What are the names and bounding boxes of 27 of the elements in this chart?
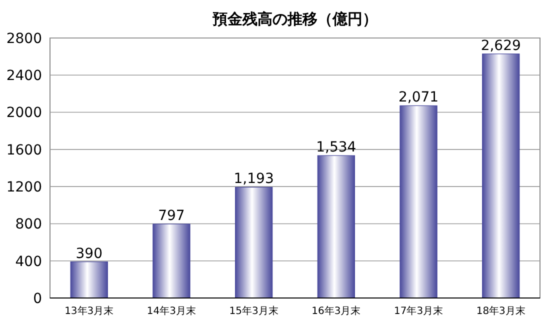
y-tick-label: 2400 bbox=[6, 68, 42, 84]
bar bbox=[152, 224, 190, 298]
y-tick-label: 400 bbox=[15, 254, 42, 270]
x-tick-label: 14年3月末 bbox=[146, 305, 196, 317]
data-label: 2,629 bbox=[480, 38, 521, 54]
data-label: 2,071 bbox=[398, 90, 439, 106]
x-tick-label: 15年3月末 bbox=[229, 305, 278, 317]
bar bbox=[400, 105, 438, 298]
bar bbox=[70, 261, 108, 298]
y-tick-label: 1600 bbox=[6, 142, 42, 158]
y-tick-label: 2000 bbox=[6, 105, 42, 122]
chart-title: 預金残高の推移（億円） bbox=[212, 10, 378, 28]
bar bbox=[234, 186, 273, 298]
bar bbox=[317, 155, 356, 298]
y-tick-label: 1200 bbox=[6, 179, 42, 196]
y-tick-label: 800 bbox=[15, 216, 42, 233]
data-label: 1,193 bbox=[234, 171, 274, 188]
bar bbox=[482, 54, 520, 298]
data-label: 390 bbox=[76, 246, 102, 262]
data-label: 797 bbox=[158, 208, 185, 224]
data-label: 1,534 bbox=[316, 140, 356, 156]
x-tick-label: 13年3月末 bbox=[64, 305, 114, 317]
x-tick-label: 16年3月末 bbox=[312, 305, 361, 317]
y-tick-label: 0 bbox=[33, 290, 42, 307]
y-tick-label: 2800 bbox=[6, 30, 42, 47]
x-tick-label: 18年3月末 bbox=[476, 305, 526, 317]
x-tick-label: 17年3月末 bbox=[394, 305, 444, 317]
